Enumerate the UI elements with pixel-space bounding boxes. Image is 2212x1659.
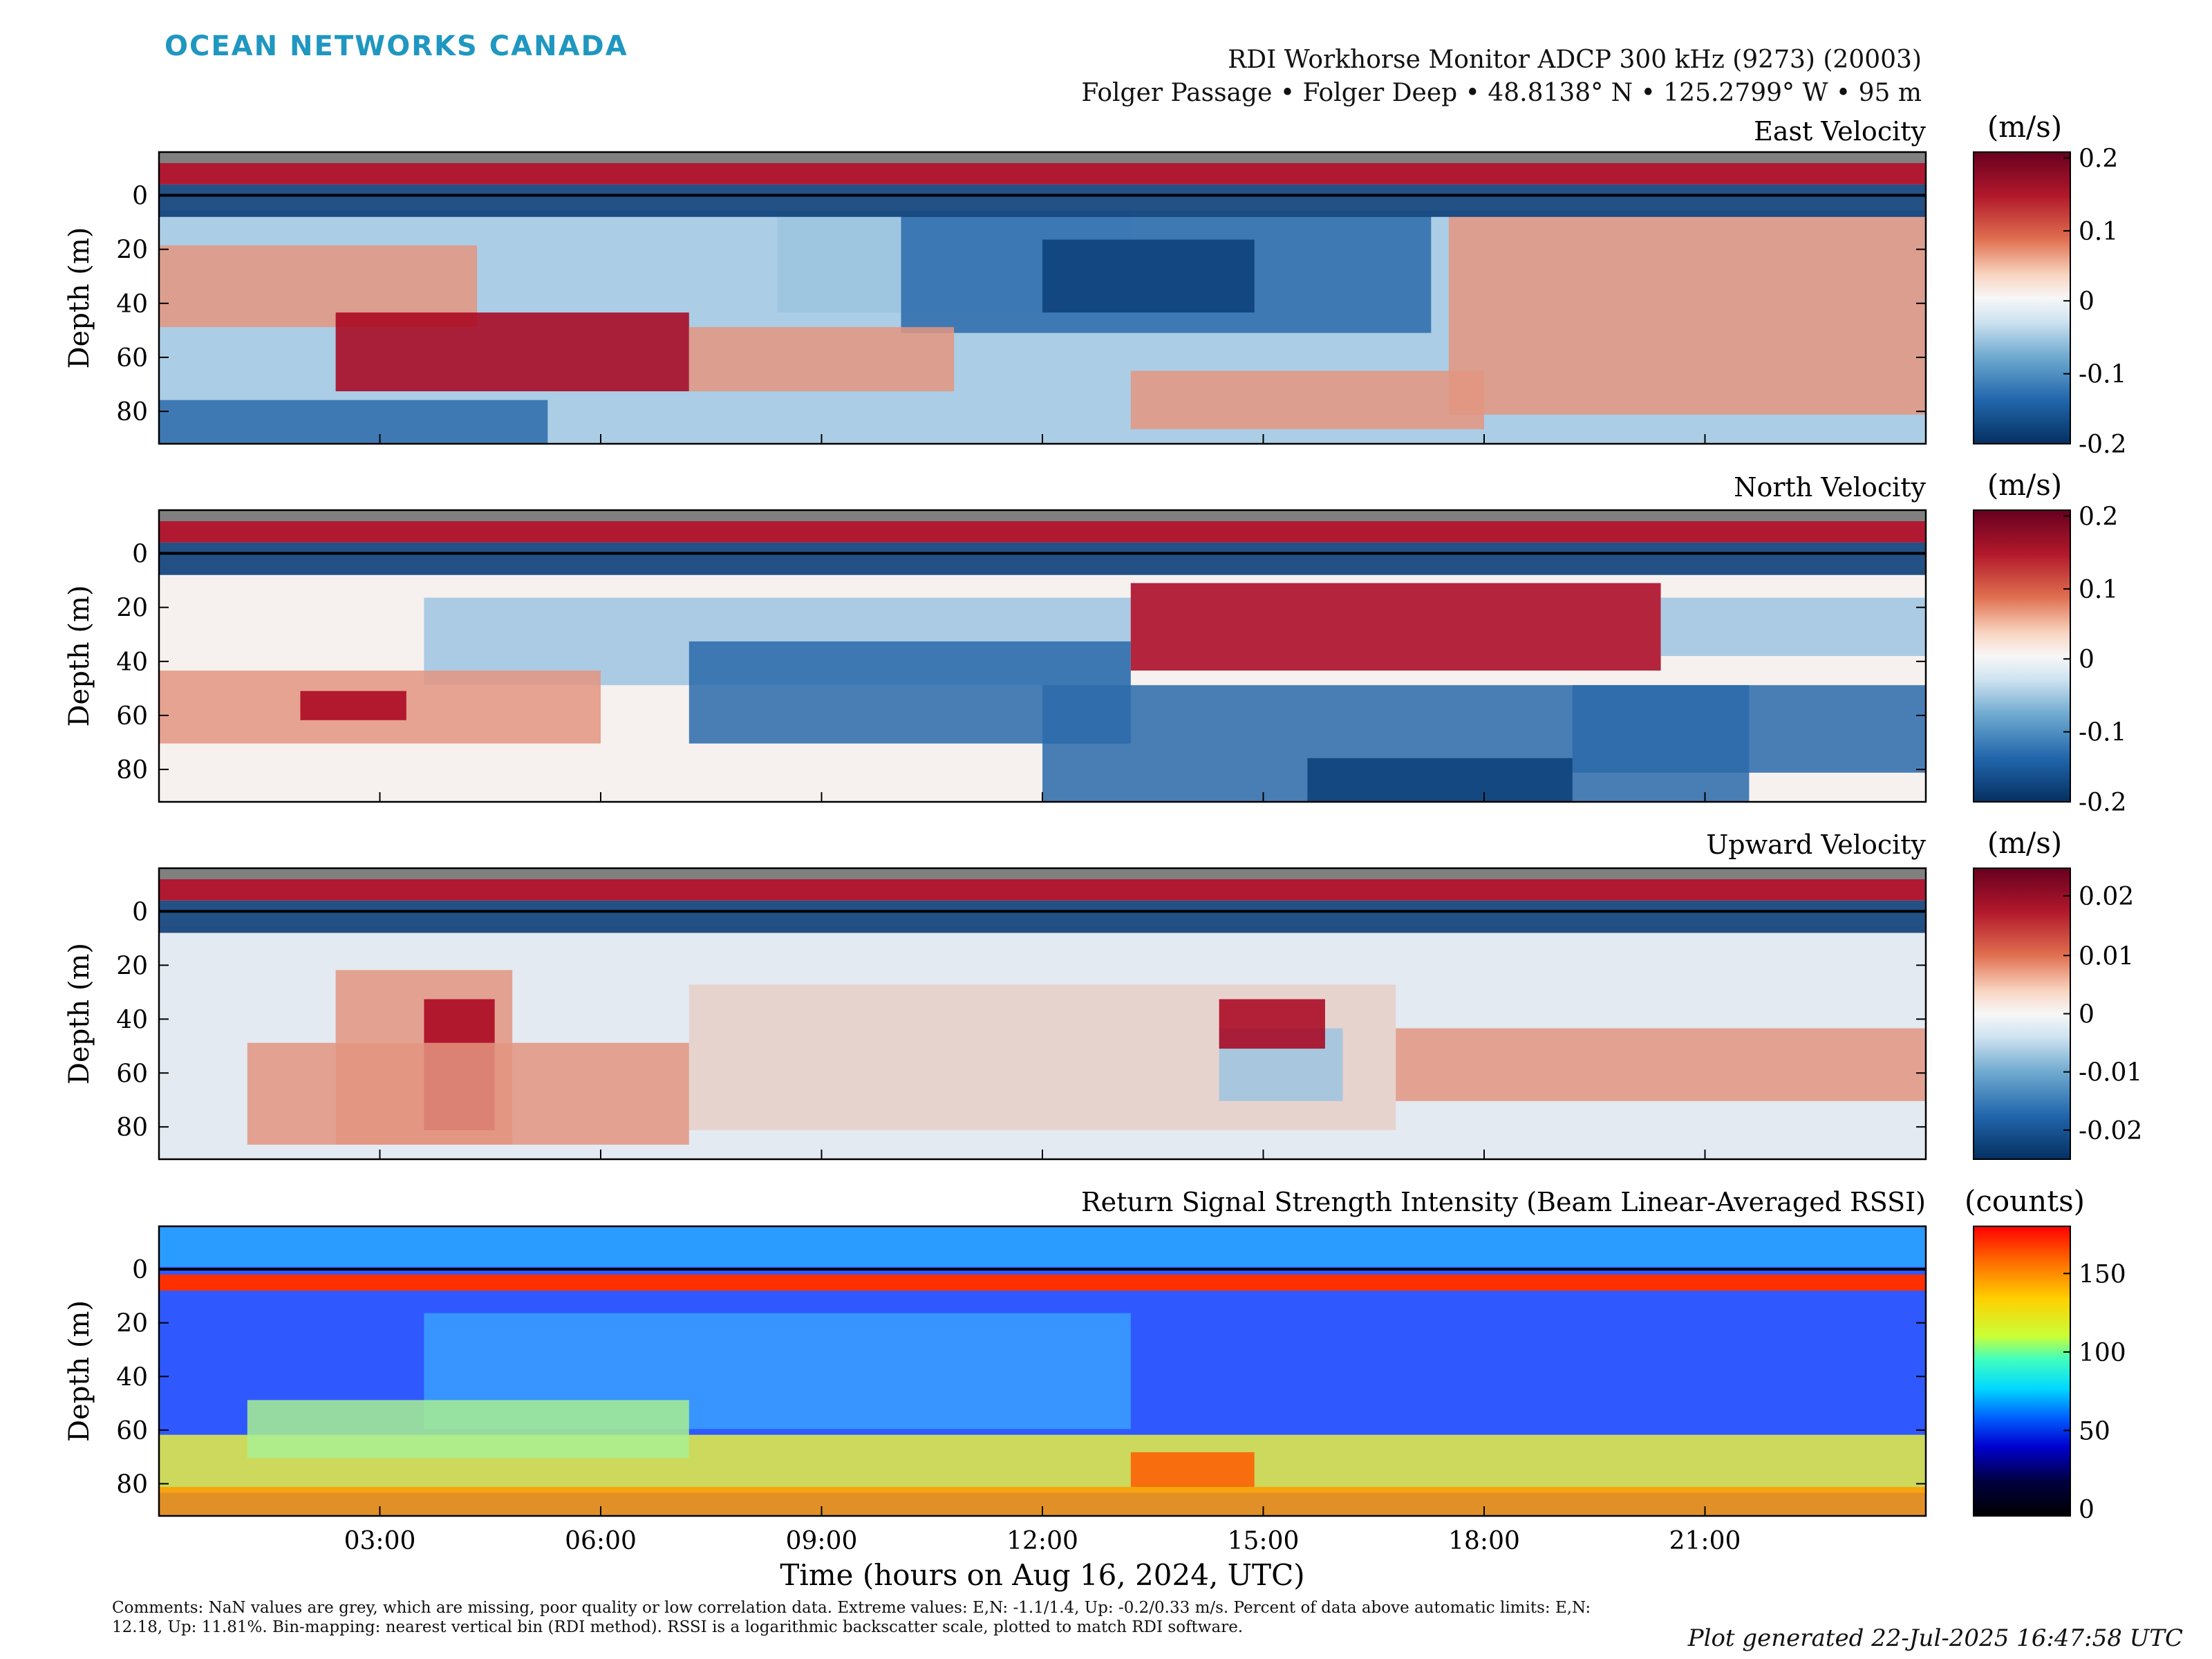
colorbar-tick-label: 0 bbox=[2079, 288, 2094, 316]
y-axis-label: Depth (m) bbox=[64, 943, 95, 1085]
y-tick-label: 0 bbox=[132, 541, 148, 569]
colorbar-label: (counts) bbox=[1965, 1184, 2085, 1218]
location-subtitle: Folger Passage • Folger Deep • 48.8138° … bbox=[1081, 79, 1922, 107]
colorbar-tick-label: 0 bbox=[2079, 646, 2094, 674]
colorbar bbox=[1973, 868, 2071, 1160]
panel-title: Return Signal Strength Intensity (Beam L… bbox=[1081, 1187, 1926, 1217]
y-tick-label: 60 bbox=[116, 1060, 148, 1088]
brand-logo-text: OCEAN NETWORKS CANADA bbox=[165, 30, 628, 62]
colorbar-tick-label: 0.2 bbox=[2079, 144, 2118, 173]
panel-title: East Velocity bbox=[1754, 116, 1926, 147]
y-tick-label: 60 bbox=[116, 344, 148, 373]
colorbar-tick-label: 0 bbox=[2079, 1001, 2094, 1029]
y-axis-label: Depth (m) bbox=[64, 585, 95, 727]
y-tick-label: 80 bbox=[116, 1470, 148, 1499]
x-tick-label: 18:00 bbox=[1448, 1527, 1520, 1555]
y-tick-label: 20 bbox=[116, 952, 148, 980]
x-tick-label: 03:00 bbox=[344, 1527, 416, 1555]
y-tick-label: 40 bbox=[116, 290, 148, 319]
colorbar-tick-label: -0.02 bbox=[2079, 1117, 2142, 1145]
colorbar-tick-label: -0.2 bbox=[2079, 431, 2126, 459]
y-axis-label: Depth (m) bbox=[64, 1300, 95, 1442]
colorbar-tick-label: 0.1 bbox=[2079, 218, 2118, 246]
colorbar-tick-label: -0.2 bbox=[2079, 789, 2126, 817]
colorbar-tick-label: 100 bbox=[2079, 1339, 2126, 1367]
colorbar bbox=[1973, 151, 2071, 444]
y-tick-label: 40 bbox=[116, 648, 148, 677]
panel-title: North Velocity bbox=[1734, 472, 1926, 503]
colorbar-tick-label: 0.1 bbox=[2079, 576, 2118, 604]
colorbar-tick-label: 0.2 bbox=[2079, 503, 2118, 531]
x-tick-label: 12:00 bbox=[1006, 1527, 1078, 1555]
generated-timestamp: Plot generated 22-Jul-2025 16:47:58 UTC bbox=[1687, 1624, 2183, 1652]
colorbar-tick-label: -0.1 bbox=[2079, 361, 2126, 389]
x-axis-label: Time (hours on Aug 16, 2024, UTC) bbox=[780, 1558, 1304, 1592]
y-tick-label: 80 bbox=[116, 398, 148, 427]
y-axis-label: Depth (m) bbox=[64, 227, 95, 368]
y-tick-label: 80 bbox=[116, 1114, 148, 1142]
y-tick-label: 20 bbox=[116, 236, 148, 265]
colorbar bbox=[1973, 509, 2071, 803]
colorbar-tick-label: -0.01 bbox=[2079, 1059, 2142, 1087]
y-tick-label: 80 bbox=[116, 756, 148, 785]
instrument-title: RDI Workhorse Monitor ADCP 300 kHz (9273… bbox=[1228, 46, 1922, 74]
x-tick-label: 21:00 bbox=[1669, 1527, 1741, 1555]
x-tick-label: 06:00 bbox=[565, 1527, 637, 1555]
colorbar-tick-label: 0.02 bbox=[2079, 883, 2134, 911]
y-tick-label: 60 bbox=[116, 1417, 148, 1445]
comments-text: Comments: NaN values are grey, which are… bbox=[112, 1599, 1591, 1636]
colorbar-label: (m/s) bbox=[1987, 110, 2062, 144]
y-tick-label: 0 bbox=[132, 1256, 148, 1284]
colorbar-tick-label: -0.1 bbox=[2079, 719, 2126, 747]
y-tick-label: 40 bbox=[116, 1363, 148, 1391]
colorbar-tick-label: 0 bbox=[2079, 1496, 2094, 1524]
x-tick-label: 09:00 bbox=[786, 1527, 858, 1555]
y-tick-label: 0 bbox=[132, 182, 148, 211]
y-tick-label: 0 bbox=[132, 898, 148, 926]
x-tick-label: 15:00 bbox=[1228, 1527, 1300, 1555]
colorbar bbox=[1973, 1226, 2071, 1517]
colorbar-label: (m/s) bbox=[1987, 826, 2062, 860]
colorbar-tick-label: 50 bbox=[2079, 1417, 2110, 1445]
y-tick-label: 20 bbox=[116, 1310, 148, 1338]
colorbar-tick-label: 150 bbox=[2079, 1260, 2126, 1288]
colorbar-tick-label: 0.01 bbox=[2079, 942, 2134, 971]
y-tick-label: 60 bbox=[116, 702, 148, 731]
colorbar-label: (m/s) bbox=[1987, 468, 2062, 502]
panel-title: Upward Velocity bbox=[1706, 830, 1926, 860]
y-tick-label: 40 bbox=[116, 1006, 148, 1034]
y-tick-label: 20 bbox=[116, 594, 148, 623]
